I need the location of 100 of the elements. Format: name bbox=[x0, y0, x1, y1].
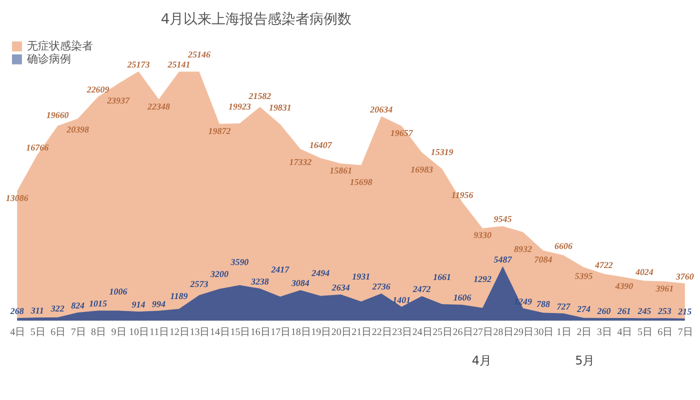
data-label: 20398 bbox=[66, 124, 90, 135]
x-tick-label: 28日 bbox=[493, 327, 514, 338]
x-tick-label: 3日 bbox=[596, 327, 612, 338]
x-tick-label: 21日 bbox=[352, 327, 372, 338]
data-label: 274 bbox=[576, 304, 591, 314]
data-label: 20634 bbox=[369, 104, 394, 114]
data-label: 17332 bbox=[289, 156, 312, 167]
data-label: 25173 bbox=[126, 59, 150, 70]
data-label: 19872 bbox=[208, 126, 232, 136]
data-label: 788 bbox=[536, 298, 550, 309]
data-label: 21582 bbox=[248, 90, 272, 101]
data-label: 3760 bbox=[674, 271, 694, 282]
x-tick-label: 26日 bbox=[452, 327, 473, 338]
data-label: 5487 bbox=[494, 254, 512, 264]
data-label: 1189 bbox=[170, 290, 188, 301]
x-tick-label: 13日 bbox=[190, 327, 210, 338]
legend-label: 无症状感染者 bbox=[26, 39, 93, 52]
data-label: 2472 bbox=[412, 284, 432, 294]
data-label: 3238 bbox=[250, 276, 270, 287]
data-label: 19923 bbox=[228, 101, 252, 112]
data-label: 253 bbox=[656, 306, 672, 316]
data-label: 9330 bbox=[474, 230, 492, 240]
data-label: 727 bbox=[556, 301, 571, 312]
data-label: 311 bbox=[30, 306, 44, 316]
x-tick-label: 11日 bbox=[149, 327, 170, 338]
x-tick-label: 30日 bbox=[534, 327, 554, 338]
data-label: 22609 bbox=[86, 84, 110, 95]
data-label: 16983 bbox=[410, 164, 434, 174]
data-label: 19831 bbox=[268, 102, 292, 112]
x-tick-label: 4日 bbox=[617, 327, 632, 338]
data-label: 3961 bbox=[654, 283, 674, 294]
data-label: 1606 bbox=[453, 292, 472, 303]
x-tick-label: 25日 bbox=[432, 327, 453, 338]
legend-label: 确诊病例 bbox=[26, 52, 71, 66]
data-label: 15319 bbox=[430, 146, 454, 157]
x-tick-label: 20日 bbox=[331, 327, 352, 338]
data-label: 3200 bbox=[209, 268, 229, 279]
data-label: 4722 bbox=[594, 260, 614, 270]
data-label: 19660 bbox=[46, 110, 70, 120]
data-label: 2573 bbox=[189, 279, 209, 290]
data-label: 15698 bbox=[350, 177, 373, 188]
data-label: 1006 bbox=[109, 286, 128, 297]
data-label: 914 bbox=[132, 300, 146, 310]
data-label: 2417 bbox=[270, 264, 290, 275]
x-tick-label: 16日 bbox=[250, 327, 270, 338]
chart-title: 4月以来上海报告感染者病例数 bbox=[160, 11, 352, 28]
data-label: 4390 bbox=[614, 281, 634, 292]
data-label: 1015 bbox=[89, 298, 108, 309]
text: 5月 bbox=[575, 353, 595, 368]
x-tick-label: 12日 bbox=[170, 327, 190, 338]
x-tick-label: 23日 bbox=[392, 327, 412, 338]
data-label: 4024 bbox=[634, 266, 654, 277]
data-label: 1401 bbox=[392, 294, 411, 305]
x-tick-label: 18日 bbox=[290, 327, 311, 338]
data-label: 1661 bbox=[433, 272, 452, 282]
x-tick-label: 2日 bbox=[576, 327, 592, 338]
x-tick-label: 8日 bbox=[91, 327, 106, 338]
data-label: 322 bbox=[50, 303, 65, 314]
x-tick-label: 9日 bbox=[111, 327, 126, 338]
data-label: 3084 bbox=[290, 278, 310, 288]
x-tick-label: 10日 bbox=[129, 327, 149, 338]
x-tick-label: 22日 bbox=[372, 327, 392, 338]
data-label: 260 bbox=[596, 306, 612, 316]
x-tick-label: 6日 bbox=[658, 327, 673, 338]
data-label: 1292 bbox=[474, 274, 492, 284]
data-label: 1931 bbox=[352, 272, 370, 282]
data-label: 25141 bbox=[166, 60, 190, 70]
x-tick-label: 5日 bbox=[637, 327, 652, 338]
data-label: 215 bbox=[677, 306, 692, 316]
x-tick-label: 1日 bbox=[556, 327, 572, 338]
text: 4月 bbox=[472, 353, 492, 368]
x-tick-label: 14日 bbox=[210, 327, 230, 338]
data-label: 3590 bbox=[230, 257, 250, 268]
data-label: 261 bbox=[616, 306, 631, 316]
data-label: 25146 bbox=[187, 50, 211, 60]
x-tick-label: 7日 bbox=[70, 327, 86, 338]
x-tick-label: 17日 bbox=[270, 327, 291, 338]
x-tick-label: 29日 bbox=[514, 327, 534, 338]
data-label: 8932 bbox=[514, 244, 532, 254]
data-label: 7084 bbox=[534, 254, 553, 264]
data-label: 6606 bbox=[554, 241, 573, 252]
x-tick-label: 5日 bbox=[30, 327, 46, 338]
data-label: 5395 bbox=[574, 271, 594, 282]
x-tick-label: 7日 bbox=[678, 327, 693, 338]
x-tick-label: 19日 bbox=[311, 327, 332, 338]
data-label: 9545 bbox=[494, 214, 512, 224]
data-label: 2736 bbox=[371, 282, 391, 292]
data-label: 22348 bbox=[146, 101, 170, 112]
x-tick-label: 4日 bbox=[10, 327, 26, 338]
data-label: 16407 bbox=[309, 140, 332, 150]
x-tick-label: 27日 bbox=[473, 327, 494, 338]
data-label: 2494 bbox=[310, 268, 330, 278]
data-label: 824 bbox=[71, 300, 86, 310]
x-tick-label: 6日 bbox=[50, 327, 66, 338]
x-tick-label: 15日 bbox=[230, 327, 250, 338]
data-label: 268 bbox=[9, 306, 24, 316]
data-label: 16766 bbox=[26, 142, 50, 153]
data-label: 23937 bbox=[106, 96, 130, 106]
data-label: 11956 bbox=[451, 190, 474, 200]
data-label: 994 bbox=[152, 298, 166, 309]
